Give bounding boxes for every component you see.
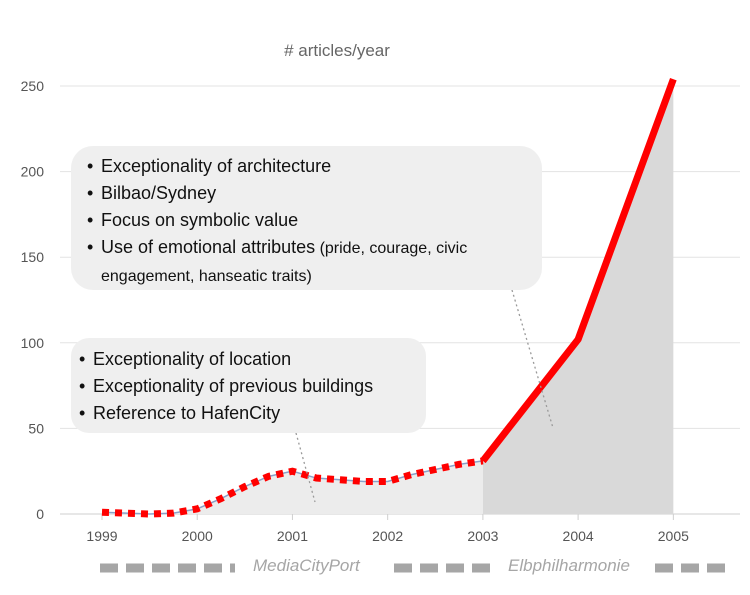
y-tick-label: 150: [21, 249, 45, 265]
x-tick-label: 2001: [277, 528, 308, 544]
callout-upper-item: Use of emotional attributes (pride, cour…: [87, 234, 532, 290]
x-tick-label: 2005: [658, 528, 689, 544]
y-tick-label: 100: [21, 335, 45, 351]
area-early: [102, 460, 483, 514]
callout-upper-item: Exceptionality of architecture: [87, 153, 532, 180]
callout-upper-connector: [511, 289, 554, 429]
x-tick-label: 2003: [467, 528, 498, 544]
series-late-line: [480, 77, 677, 464]
chart-title: # articles/year: [284, 41, 390, 60]
area-late: [482, 79, 674, 514]
y-axis: 0 50 100 150 200 250: [21, 78, 45, 522]
callout-upper-item-main: Use of emotional attributes: [101, 237, 316, 257]
y-tick-label: 0: [36, 506, 44, 522]
callout-upper: Exceptionality of architecture Bilbao/Sy…: [71, 146, 542, 290]
callout-lower-item: Exceptionality of location: [79, 346, 416, 373]
y-tick-label: 50: [28, 420, 44, 436]
x-tick-label: 1999: [86, 528, 117, 544]
x-axis: 1999 2000 2001 2002 2003 2004 2005: [86, 528, 689, 544]
x-tick-label: 2004: [563, 528, 594, 544]
callout-lower-item: Exceptionality of previous buildings: [79, 373, 416, 400]
label-media-city-port: MediaCityPort: [253, 556, 360, 575]
callout-upper-item-detail: (pride, courage, civic engagement, hanse…: [101, 240, 468, 285]
series-early-line: [101, 457, 484, 518]
x-tick-label: 2002: [372, 528, 403, 544]
area-fill: [102, 79, 674, 514]
y-tick-label: 200: [21, 164, 45, 180]
callout-upper-item: Focus on symbolic value: [87, 207, 532, 234]
callout-connectors: [295, 289, 554, 503]
y-tick-label: 250: [21, 78, 45, 94]
callout-lower-connector: [295, 432, 316, 503]
label-elbphilharmonie: Elbphilharmonie: [508, 556, 630, 575]
callout-lower-item: Reference to HafenCity: [79, 400, 416, 427]
callout-upper-item: Bilbao/Sydney: [87, 180, 532, 207]
callout-lower: Exceptionality of location Exceptionalit…: [71, 338, 426, 433]
series-lines: [101, 77, 677, 518]
x-tick-label: 2000: [182, 528, 213, 544]
